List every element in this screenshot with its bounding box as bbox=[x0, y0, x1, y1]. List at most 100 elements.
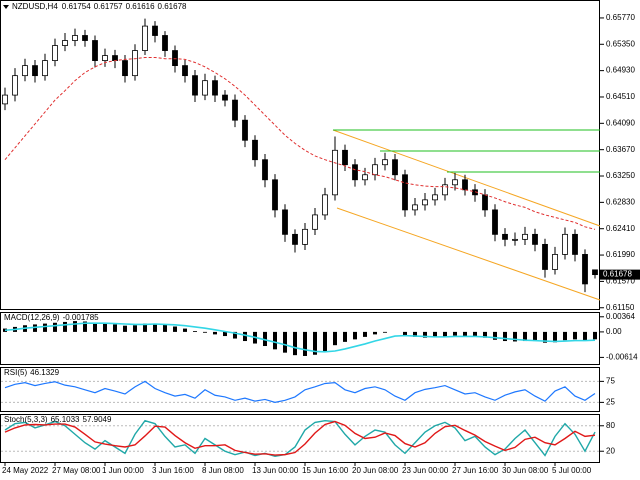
candle-body bbox=[272, 179, 278, 211]
y-tick-label: 25 bbox=[606, 397, 615, 406]
candle-body bbox=[432, 194, 438, 201]
macd-bar bbox=[363, 331, 367, 337]
price-tag bbox=[600, 269, 640, 280]
rsi-frame bbox=[0, 367, 600, 412]
candle-body bbox=[572, 233, 578, 255]
candle-body bbox=[362, 174, 368, 181]
candle-body bbox=[592, 269, 598, 276]
macd-bar bbox=[273, 331, 277, 350]
y-tick-label: 0.62830 bbox=[606, 197, 635, 206]
macd-bar bbox=[63, 321, 67, 332]
candle-body bbox=[512, 238, 518, 241]
macd-bar bbox=[563, 331, 567, 341]
header-icon bbox=[3, 5, 9, 9]
drawings bbox=[332, 129, 601, 301]
candle-body bbox=[142, 25, 148, 51]
candle-body bbox=[222, 94, 228, 101]
macd-bar bbox=[493, 331, 497, 340]
macd-bar bbox=[203, 331, 207, 333]
y-tick-label: 0.61570 bbox=[606, 277, 635, 286]
candle-body bbox=[182, 65, 188, 77]
x-tick-label: 13 Jun 00:00 bbox=[252, 466, 299, 475]
y-tick-label: -0.00614 bbox=[606, 353, 638, 362]
candle-body bbox=[172, 50, 178, 67]
macd-bar bbox=[533, 331, 537, 342]
macd-bar bbox=[583, 331, 587, 341]
macd-bar bbox=[183, 328, 187, 332]
macd-bar bbox=[513, 331, 517, 342]
macd-bar bbox=[143, 323, 147, 332]
macd-bar bbox=[213, 331, 217, 335]
rsi-value: 46.1329 bbox=[30, 368, 59, 377]
candle-body bbox=[492, 209, 498, 235]
candle-body bbox=[12, 75, 18, 96]
candle-body bbox=[422, 199, 428, 206]
candle-body bbox=[442, 184, 448, 196]
symbol: NZDUSD,H4 bbox=[12, 2, 58, 11]
macd-bar bbox=[443, 331, 447, 337]
header: NZDUSD,H4 0.61754 0.61757 0.61616 0.61678 bbox=[12, 2, 187, 11]
candle-body bbox=[202, 80, 208, 96]
macd-bar bbox=[503, 331, 507, 342]
candle-body bbox=[372, 164, 378, 176]
moving-average bbox=[4, 56, 596, 230]
candle-body bbox=[52, 45, 58, 61]
macd-bar bbox=[303, 331, 307, 356]
y-tick-label: 0.00 bbox=[606, 327, 622, 336]
y-tick-label: 0.00364 bbox=[606, 312, 635, 321]
candle-body bbox=[312, 214, 318, 230]
candle-body bbox=[42, 60, 48, 77]
channel-lower bbox=[336, 207, 601, 301]
candle-body bbox=[462, 179, 468, 191]
candle-body bbox=[212, 80, 218, 96]
candle-body bbox=[232, 99, 238, 121]
x-tick-label: 24 May 2022 bbox=[2, 466, 49, 475]
candle-body bbox=[92, 40, 98, 61]
macd-bar bbox=[243, 331, 247, 342]
candle-body bbox=[552, 254, 558, 270]
macd-bar bbox=[233, 331, 237, 339]
stoch-frame bbox=[0, 414, 600, 463]
macd-bar bbox=[553, 331, 557, 343]
rsi-title: RSI(5) bbox=[4, 368, 27, 377]
y-tick-label: 0.63670 bbox=[606, 145, 635, 154]
macd-bar bbox=[593, 331, 597, 340]
candle-body bbox=[292, 233, 298, 245]
macd-bar bbox=[43, 323, 47, 332]
y-tick-label: 0.61150 bbox=[606, 303, 635, 312]
candle-body bbox=[242, 119, 248, 141]
price-tag-label: 0.61678 bbox=[603, 270, 632, 279]
candle-body bbox=[102, 55, 108, 61]
macd-bar bbox=[353, 331, 357, 340]
stoch-main bbox=[4, 419, 596, 458]
rsi-header: RSI(5) 46.1329 bbox=[4, 368, 60, 377]
macd-bar bbox=[483, 331, 487, 338]
macd-title: MACD(12,26,9) bbox=[4, 313, 60, 322]
candle-body bbox=[22, 65, 28, 77]
macd-bar bbox=[173, 326, 177, 332]
macd-header: MACD(12,26,9) -0.001785 bbox=[4, 313, 99, 322]
candle-body bbox=[402, 174, 408, 211]
channel-upper bbox=[332, 129, 601, 227]
candle-body bbox=[382, 159, 388, 166]
macd-bar bbox=[33, 324, 37, 332]
candle-body bbox=[542, 243, 548, 270]
y-tick-label: 0.64930 bbox=[606, 66, 635, 75]
macd-bar bbox=[453, 331, 457, 336]
macd-bar bbox=[263, 331, 267, 347]
close: 0.61678 bbox=[158, 2, 187, 11]
stoch-title: Stoch(5,3,3) bbox=[4, 415, 48, 424]
x-tick-label: 27 Jun 16:00 bbox=[452, 466, 499, 475]
candle-body bbox=[582, 254, 588, 285]
y-tick-label: 20 bbox=[606, 446, 615, 455]
macd-bar bbox=[543, 331, 547, 343]
macd-bar bbox=[153, 323, 157, 332]
x-tick-label: 27 May 08:00 bbox=[52, 466, 101, 475]
x-tick-label: 1 Jun 00:00 bbox=[102, 466, 144, 475]
macd-value: -0.001785 bbox=[63, 313, 100, 322]
macd-bar bbox=[53, 322, 57, 332]
candle-body bbox=[452, 179, 458, 186]
